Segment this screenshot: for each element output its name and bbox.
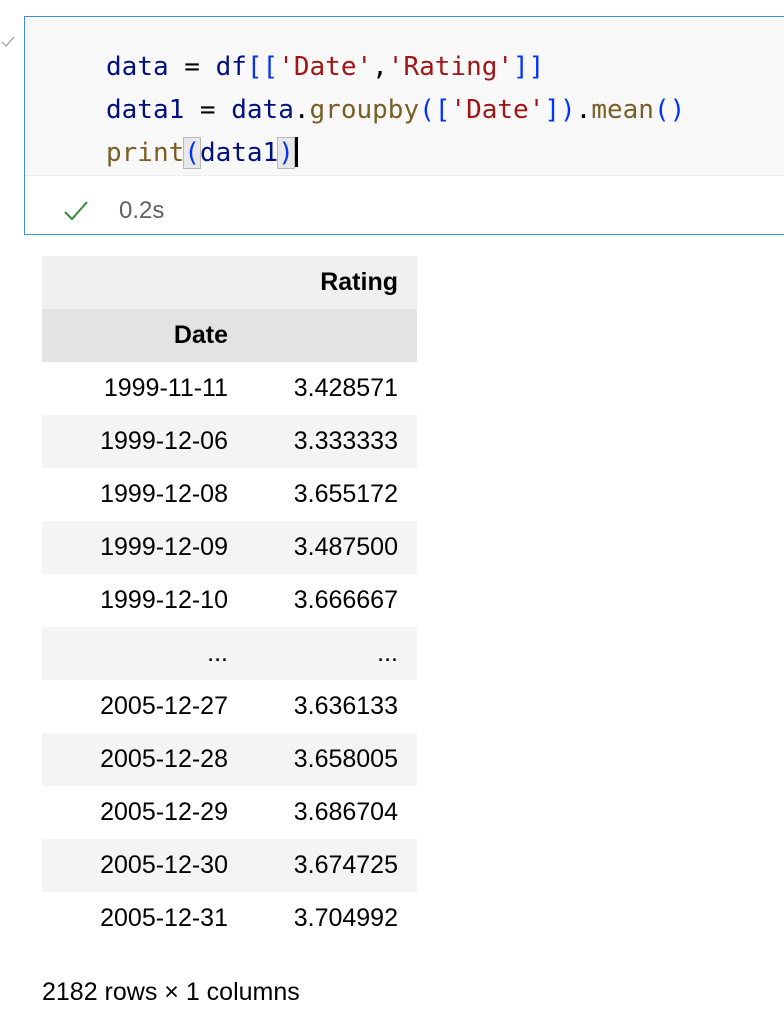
- code-token: [: [434, 95, 451, 125]
- rating-value-cell: 3.487500: [293, 533, 398, 561]
- code-token: 'Date': [450, 95, 545, 125]
- code-token: data1: [199, 138, 279, 168]
- table-row: 1999-11-11 3.428571: [42, 362, 417, 415]
- row-index-cell: 1999-12-06: [100, 427, 228, 455]
- table-row: 1999-12-10 3.666667: [42, 574, 417, 627]
- index-name-row: Date: [42, 309, 417, 362]
- code-token: .: [293, 95, 310, 125]
- row-index-cell: 2005-12-27: [100, 692, 228, 720]
- code-token: (: [183, 137, 201, 169]
- row-index-cell: ...: [207, 639, 228, 667]
- code-line: print(data1): [106, 132, 685, 175]
- cell-execution-status: 0.2s: [63, 195, 164, 227]
- table-row: 1999-12-09 3.487500: [42, 521, 417, 574]
- rating-value-cell: 3.655172: [293, 480, 398, 508]
- code-token: =: [168, 52, 216, 82]
- rating-value-cell: 3.428571: [293, 374, 398, 402]
- code-token: df: [215, 52, 247, 82]
- blank-header-cell: [247, 309, 417, 362]
- blank-header-cell: [42, 256, 247, 309]
- text-cursor: [294, 137, 298, 167]
- execution-time: 0.2s: [119, 197, 165, 224]
- code-token: mean: [591, 95, 654, 125]
- dataframe-output-table: Rating Date 1999-11-11 3.428571 1999-12-06…: [42, 256, 417, 945]
- code-token: data: [231, 95, 294, 125]
- column-header-row: Rating: [42, 256, 417, 309]
- notebook-code-cell[interactable]: data = df[['Date','Rating']] data1 = data…: [24, 16, 784, 235]
- dataframe-shape-text: 2182 rows × 1 columns: [42, 978, 300, 1006]
- code-token: ,: [372, 52, 388, 82]
- row-index-cell: 1999-11-11: [103, 374, 228, 402]
- code-token: [[: [246, 52, 279, 82]
- column-header: Rating: [320, 268, 398, 296]
- table-row: 2005-12-30 3.674725: [42, 839, 417, 892]
- row-index-cell: 2005-12-31: [100, 904, 228, 932]
- code-token: ): [277, 137, 295, 169]
- row-index-cell: 1999-12-09: [100, 533, 228, 561]
- code-token: ]: [544, 95, 560, 125]
- code-token: print: [106, 138, 185, 168]
- table-row: 2005-12-27 3.636133: [42, 680, 417, 733]
- row-index-cell: 2005-12-30: [100, 851, 228, 879]
- code-line: data = df[['Date','Rating']]: [106, 46, 685, 89]
- code-line: data1 = data.groupby(['Date']).mean(): [106, 89, 685, 132]
- code-token: (): [653, 95, 686, 125]
- code-block[interactable]: data = df[['Date','Rating']] data1 = data…: [106, 46, 685, 175]
- rating-value-cell: 3.704992: [293, 904, 398, 932]
- table-row: 1999-12-08 3.655172: [42, 468, 417, 521]
- table-row: ......: [42, 627, 417, 680]
- code-token: data: [106, 52, 169, 82]
- code-token: 'Date': [278, 52, 373, 82]
- table-row: 2005-12-28 3.658005: [42, 733, 417, 786]
- code-token: ]]: [513, 52, 545, 82]
- code-token: ): [560, 95, 576, 125]
- rating-value-cell: ...: [377, 639, 398, 667]
- rating-value-cell: 3.666667: [293, 586, 398, 614]
- row-index-cell: 2005-12-29: [100, 798, 228, 826]
- rating-value-cell: 3.658005: [293, 745, 398, 773]
- table-row: 2005-12-29 3.686704: [42, 786, 417, 839]
- rating-value-cell: 3.686704: [293, 798, 398, 826]
- code-editor[interactable]: data = df[['Date','Rating']] data1 = data…: [26, 18, 784, 175]
- table-row: 2005-12-31 3.704992: [42, 892, 417, 945]
- code-token: groupby: [309, 95, 420, 125]
- row-index-cell: 2005-12-28: [100, 745, 228, 773]
- code-token: 'Rating': [387, 52, 514, 82]
- table-row: 1999-12-06 3.333333: [42, 415, 417, 468]
- code-token: (: [419, 95, 435, 125]
- row-index-cell: 1999-12-10: [100, 586, 228, 614]
- table-body: 1999-11-11 3.428571 1999-12-06 3.333333 1999…: [42, 362, 417, 945]
- rating-value-cell: 3.333333: [293, 427, 398, 455]
- code-token: =: [184, 95, 232, 125]
- rating-value-cell: 3.636133: [293, 692, 398, 720]
- cell-collapse-check-icon[interactable]: [0, 34, 16, 50]
- code-token: data1: [106, 95, 185, 125]
- row-index-cell: 1999-12-08: [100, 480, 228, 508]
- success-check-icon: [64, 201, 88, 221]
- index-name-header: Date: [173, 321, 228, 349]
- code-token: .: [575, 95, 592, 125]
- rating-value-cell: 3.674725: [293, 851, 398, 879]
- cell-divider: [26, 175, 784, 176]
